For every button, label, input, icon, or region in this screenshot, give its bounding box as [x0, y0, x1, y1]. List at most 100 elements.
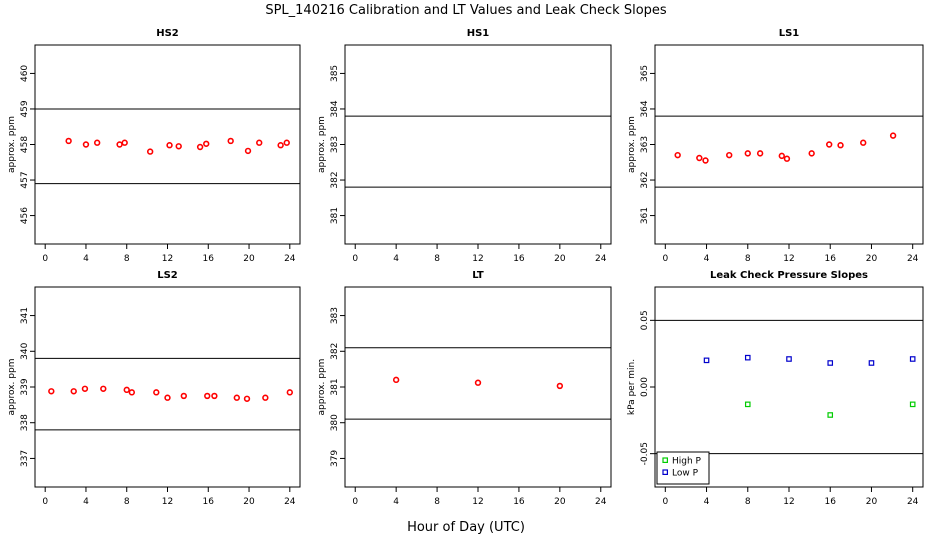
x-tick-label: 20 [554, 254, 566, 264]
y-tick-label: 363 [640, 136, 650, 153]
y-tick-label: 337 [20, 450, 30, 467]
y-tick-label: 338 [20, 414, 30, 431]
x-tick-label: 24 [595, 497, 607, 507]
y-tick-label: 382 [330, 171, 340, 188]
data-point [93, 139, 101, 146]
data-point [48, 388, 55, 395]
x-tick-label: 24 [284, 254, 296, 264]
x-tick-label: 20 [243, 497, 255, 507]
x-tick-label: 24 [284, 497, 296, 507]
y-tick-label: -0.05 [640, 442, 650, 465]
data-point [825, 141, 833, 148]
panel-title: LT [472, 270, 484, 281]
data-point [837, 142, 844, 149]
plot-frame [654, 44, 924, 245]
data-point [744, 401, 751, 408]
x-tick-label: 8 [434, 254, 440, 264]
y-tick-label: 0.05 [640, 310, 650, 330]
data-point [778, 152, 785, 160]
x-tick-label: 8 [434, 497, 440, 507]
data-point [786, 356, 792, 362]
data-point [128, 389, 136, 396]
x-tick-label: 16 [203, 254, 215, 264]
x-tick-label: 20 [243, 254, 255, 264]
y-tick-label: 364 [640, 100, 650, 117]
data-point [100, 385, 107, 392]
data-point [827, 360, 834, 366]
panel-5: Leak Check Pressure Slopes 0 4 8 12 16 20 24 -0.… [627, 270, 924, 507]
y-tick-label: 0.00 [640, 377, 650, 397]
x-tick-label: 8 [745, 254, 751, 264]
data-point [783, 155, 791, 162]
x-tick-label: 0 [352, 497, 358, 507]
data-point [674, 151, 681, 159]
data-point [146, 148, 154, 155]
x-tick-label: 4 [83, 254, 89, 264]
y-tick-label: 383 [330, 136, 340, 153]
data-point [123, 386, 130, 394]
data-point [243, 395, 251, 402]
panel-3: LS2 0 4 8 12 16 20 24 337 338 339 340 341 approx. ppm [7, 270, 301, 507]
x-tick-label: 16 [825, 497, 837, 507]
data-point [277, 142, 284, 149]
plot-frame [344, 286, 612, 488]
y-tick-label: 380 [330, 414, 340, 431]
data-point [860, 139, 867, 146]
x-tick-label: 0 [352, 254, 358, 264]
data-point [65, 137, 72, 145]
x-tick-label: 16 [513, 497, 525, 507]
x-tick-label: 12 [472, 497, 483, 507]
data-point [256, 139, 263, 146]
legend-label: Low P [672, 469, 699, 479]
x-tick-label: 0 [42, 254, 48, 264]
data-point [233, 394, 241, 401]
data-point [82, 141, 90, 148]
data-point [244, 147, 252, 155]
y-axis-label: approx. ppm [7, 116, 17, 173]
y-tick-label: 457 [20, 171, 30, 188]
y-tick-label: 459 [20, 100, 30, 117]
data-point [744, 354, 751, 361]
plot-frame [34, 286, 301, 488]
x-tick-label: 4 [704, 254, 710, 264]
plot-frame [344, 44, 612, 245]
data-point [909, 356, 916, 362]
y-axis-label: kPa per min. [627, 359, 637, 415]
figure-title: SPL_140216 Calibration and LT Values and… [265, 3, 667, 18]
data-point [227, 137, 234, 145]
data-point [164, 394, 171, 401]
y-tick-label: 456 [20, 207, 30, 224]
y-tick-label: 340 [20, 342, 30, 359]
y-tick-label: 382 [330, 343, 340, 360]
figure-x-axis-label: Hour of Day (UTC) [407, 520, 525, 535]
y-tick-label: 384 [330, 100, 340, 117]
data-point [744, 150, 751, 157]
x-tick-label: 4 [704, 497, 710, 507]
x-tick-label: 16 [203, 497, 215, 507]
y-tick-label: 460 [20, 65, 30, 82]
panel-title: HS2 [156, 28, 179, 39]
x-tick-label: 24 [907, 254, 919, 264]
x-tick-label: 0 [42, 497, 48, 507]
x-tick-label: 20 [554, 497, 566, 507]
data-point [211, 392, 218, 400]
x-tick-label: 12 [162, 497, 173, 507]
data-point [283, 139, 290, 146]
data-point [70, 388, 77, 395]
legend-box [656, 451, 710, 485]
x-tick-label: 4 [83, 497, 89, 507]
y-tick-label: 385 [330, 65, 340, 82]
y-tick-label: 339 [20, 378, 30, 395]
data-point [180, 392, 188, 400]
x-tick-label: 0 [662, 254, 668, 264]
x-tick-label: 12 [783, 497, 794, 507]
data-point [286, 389, 294, 396]
x-tick-label: 12 [162, 254, 173, 264]
data-point [556, 382, 564, 390]
panel-title: LS1 [779, 28, 800, 39]
legend: High P Low P [656, 451, 710, 485]
y-tick-label: 379 [330, 450, 340, 467]
panel-title: LS2 [157, 270, 178, 281]
y-tick-label: 362 [640, 171, 650, 188]
